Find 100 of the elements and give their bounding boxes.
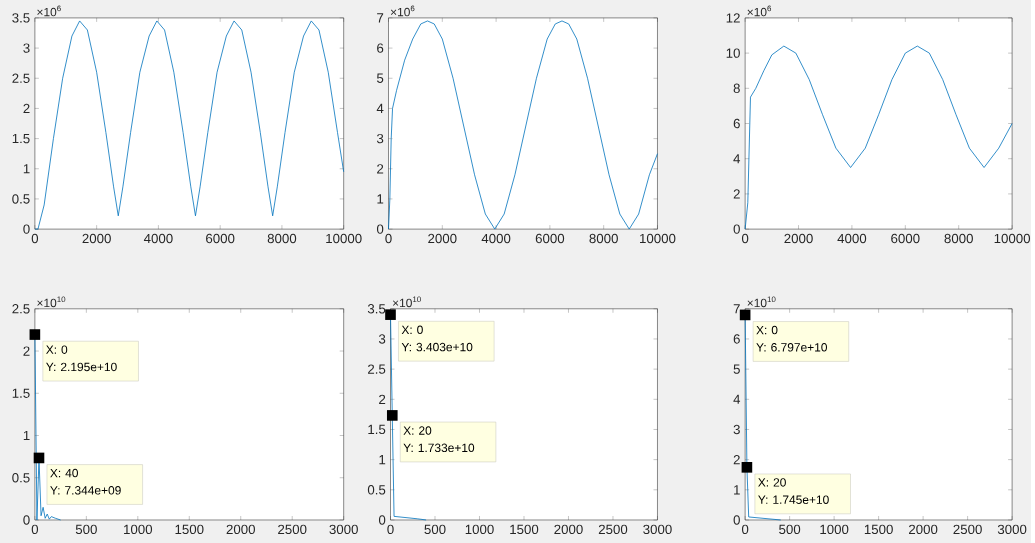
annotation: X: 20 bbox=[758, 478, 786, 487]
annotation: X: 0 bbox=[756, 325, 778, 335]
y-tick-label: 3.5 bbox=[12, 13, 30, 23]
x-tick-label: 2000 bbox=[554, 524, 583, 535]
x-tick-label: 8000 bbox=[944, 233, 973, 244]
annotation: Y: 1.745e+10 bbox=[758, 495, 829, 505]
x-tick-label: 2000 bbox=[909, 524, 938, 535]
y-tick-label: 2 bbox=[377, 164, 384, 174]
y-tick-label: 1 bbox=[23, 430, 30, 441]
annotation: X: 0 bbox=[46, 345, 68, 354]
y-tick-label: 0 bbox=[378, 515, 386, 525]
y-tick-label: 0 bbox=[23, 224, 30, 234]
x-tick-label: 2500 bbox=[598, 524, 628, 535]
y-tick-label: 1 bbox=[379, 455, 386, 465]
x-tick-label: 2000 bbox=[428, 233, 457, 244]
x-tick-label: 6000 bbox=[891, 233, 920, 244]
y-tick-label: 10 bbox=[726, 48, 740, 58]
y-tick-label: 2 bbox=[23, 346, 30, 356]
x-tick-label: 1500 bbox=[864, 524, 893, 535]
x-tick-label: 6000 bbox=[206, 233, 235, 244]
y-tick-label: 5 bbox=[733, 364, 740, 374]
x-tick-label: 500 bbox=[75, 524, 97, 535]
y-tick-label: 2.5 bbox=[12, 304, 30, 314]
x-tick-label: 10000 bbox=[640, 233, 676, 244]
y-tick-label: 4 bbox=[376, 103, 384, 114]
annotation: Y: 2.195e+10 bbox=[46, 362, 117, 372]
x-tick-label: 10000 bbox=[326, 233, 362, 244]
annotation: Y: 7.344e+09 bbox=[50, 486, 121, 495]
x-tick-label: 1500 bbox=[510, 524, 539, 535]
text: ×10$^{6}$ bbox=[390, 5, 415, 17]
text: ×10$^{10}$ bbox=[37, 296, 66, 308]
y-tick-label: 8 bbox=[733, 83, 740, 94]
y-tick-label: 7 bbox=[733, 304, 740, 314]
x-tick-label: 0 bbox=[31, 524, 39, 535]
y-tick-label: 2 bbox=[23, 103, 30, 114]
y-tick-label: 1 bbox=[23, 164, 30, 174]
x-tick-label: 2500 bbox=[278, 524, 307, 535]
text: ×10$^{10}$ bbox=[747, 296, 776, 308]
x-tick-label: 1500 bbox=[175, 524, 204, 535]
annotation: Y: 1.733e+10 bbox=[403, 443, 475, 453]
y-tick-label: 1 bbox=[734, 485, 740, 495]
x-tick-label: 4000 bbox=[837, 233, 867, 244]
y-tick-label: 3.5 bbox=[367, 304, 386, 314]
text: ×10$^{6}$ bbox=[747, 5, 772, 17]
annotation: Y: 6.797e+10 bbox=[756, 343, 828, 352]
y-tick-label: 2 bbox=[379, 394, 386, 404]
y-tick-label: 4 bbox=[733, 394, 741, 404]
y-tick-label: 5 bbox=[376, 73, 384, 83]
x-tick-label: 1000 bbox=[124, 524, 153, 535]
y-tick-label: 0.5 bbox=[12, 194, 30, 204]
text: ×10$^{6}$ bbox=[37, 5, 61, 17]
y-tick-label: 0.5 bbox=[367, 485, 386, 495]
y-tick-label: 1 bbox=[377, 194, 384, 204]
x-tick-label: 10000 bbox=[994, 233, 1031, 244]
y-tick-label: 0.5 bbox=[12, 473, 30, 483]
x-tick-label: 2000 bbox=[226, 524, 255, 535]
y-tick-label: 12 bbox=[726, 13, 740, 23]
x-tick-label: 1000 bbox=[820, 524, 849, 535]
x-tick-label: 2000 bbox=[82, 233, 111, 244]
x-tick-label: 3000 bbox=[997, 524, 1027, 535]
x-tick-label: 2500 bbox=[953, 524, 982, 535]
x-tick-label: 500 bbox=[779, 524, 801, 535]
x-tick-label: 0 bbox=[31, 233, 39, 244]
y-tick-label: 6 bbox=[733, 118, 740, 129]
y-tick-label: 0 bbox=[376, 224, 384, 234]
y-tick-label: 7 bbox=[377, 13, 384, 23]
annotation: Y: 3.403e+10 bbox=[401, 342, 473, 352]
x-tick-label: 4000 bbox=[143, 233, 173, 244]
y-tick-label: 6 bbox=[377, 43, 384, 53]
y-tick-label: 0 bbox=[733, 515, 740, 525]
x-tick-label: 8000 bbox=[589, 233, 618, 244]
x-tick-label: 500 bbox=[424, 524, 446, 535]
y-tick-label: 4 bbox=[733, 154, 741, 164]
y-tick-label: 2.5 bbox=[368, 364, 386, 374]
x-tick-label: 0 bbox=[741, 233, 749, 244]
x-tick-label: 4000 bbox=[481, 233, 511, 244]
annotation: X: 40 bbox=[50, 468, 78, 478]
y-tick-label: 3 bbox=[23, 43, 30, 53]
x-tick-label: 6000 bbox=[535, 233, 565, 244]
y-tick-label: 1.5 bbox=[368, 424, 386, 435]
x-tick-label: 3000 bbox=[643, 524, 672, 535]
y-tick-label: 3 bbox=[376, 133, 384, 144]
x-tick-label: 2000 bbox=[784, 233, 813, 244]
x-tick-label: 3000 bbox=[329, 524, 358, 535]
y-tick-label: 3 bbox=[378, 334, 386, 344]
line-series bbox=[744, 45, 1013, 230]
x-tick-label: 0 bbox=[741, 524, 749, 535]
y-tick-label: 6 bbox=[733, 334, 740, 344]
annotation: X: 0 bbox=[401, 325, 423, 335]
text: ×10$^{10}$ bbox=[392, 296, 421, 308]
y-tick-label: 1.5 bbox=[12, 388, 30, 398]
y-tick-label: 2 bbox=[733, 189, 740, 199]
x-tick-label: 8000 bbox=[267, 233, 297, 244]
y-tick-label: 1.5 bbox=[12, 134, 30, 144]
y-tick-label: 3 bbox=[733, 424, 740, 435]
y-tick-label: 2 bbox=[733, 455, 740, 465]
x-tick-label: 0 bbox=[387, 524, 394, 535]
x-tick-label: 1000 bbox=[465, 524, 494, 535]
y-tick-label: 2.5 bbox=[12, 73, 30, 83]
annotation: X: 20 bbox=[403, 426, 432, 435]
